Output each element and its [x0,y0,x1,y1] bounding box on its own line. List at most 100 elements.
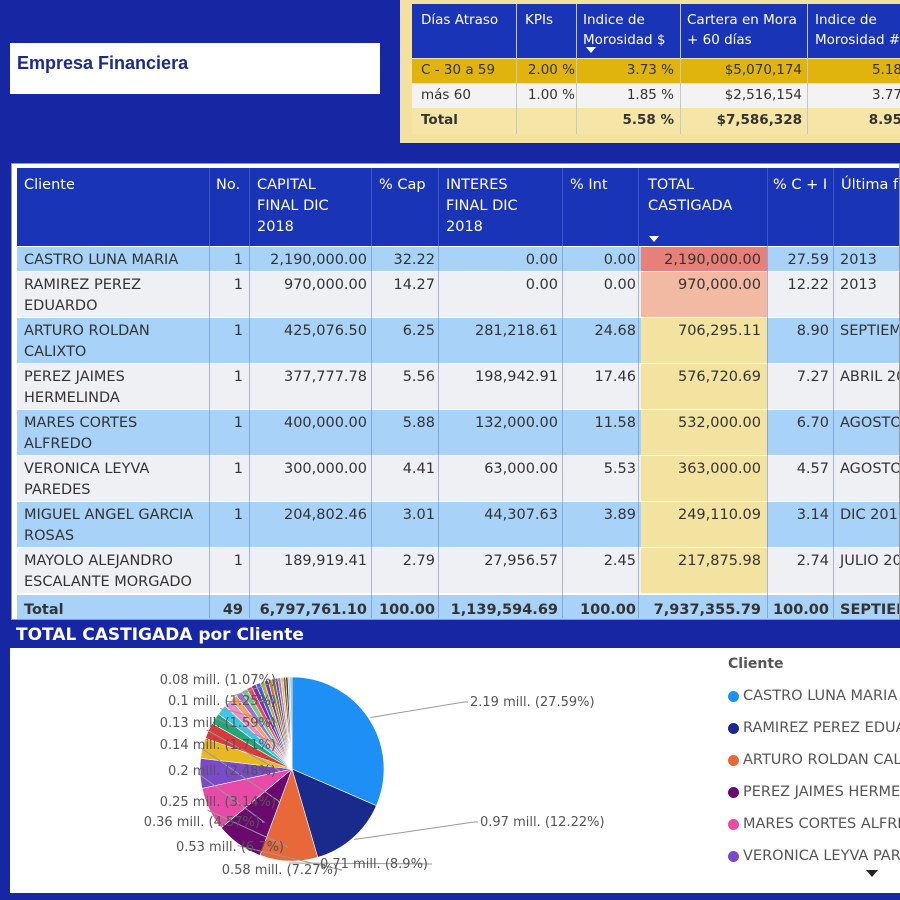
legend-item[interactable]: RAMIREZ PEREZ EDUARDO [728,712,900,744]
kpi-row: más 60 1.00 % 1.85 % $2,516,154 3.77 [412,84,900,108]
total-castigada-highlight [641,410,767,455]
cell-no: 1 [233,252,243,268]
cell-total-castigada: 532,000.00 [677,415,761,431]
cell-cliente: CASTRO LUNA MARIA [24,252,179,268]
cell-total-castigada: 970,000.00 [677,277,761,293]
legend-dot-icon [728,850,739,862]
column-divider [516,4,517,134]
cell-total-castigada: 217,875.98 [677,553,761,569]
legend-scroll-down-icon[interactable] [866,870,878,877]
pie-data-label: 0.97 mill. (12.22%) [480,815,605,830]
cell-pct-cap: 3.01 [402,507,435,523]
total-pct-int: 100.00 [580,602,636,618]
legend-dot-icon [728,818,739,830]
total-no: 49 [222,602,243,618]
kpi-header-indice-morosidad-pesos[interactable]: Indice de Morosidad $ [583,12,666,48]
kpi-total-label: Total [421,112,458,128]
cell-interes: 132,000.00 [474,415,558,431]
legend-dot-icon [728,690,739,702]
cell-interes: 27,956.57 [484,553,558,569]
pie-data-label: 0.14 mill. (1.71%) [160,738,276,753]
header-no[interactable]: No. [216,177,241,193]
pie-data-label: 0.08 mill. (1.07%) [160,673,276,688]
table-row[interactable]: CASTRO LUNA MARIA 1 2,190,000.00 32.22 0.00 0… [17,247,899,271]
legend-label: PEREZ JAIMES HERMELINDA [743,784,900,800]
legend-label: MARES CORTES ALFREDO [743,816,900,832]
header-total-castigada[interactable]: TOTAL CASTIGADA [648,177,733,214]
header-pct-int[interactable]: % Int [570,177,608,193]
header-ultima-fecha[interactable]: Última fe [841,177,899,193]
legend-item[interactable]: VERONICA LEYVA PAREDES [728,840,900,872]
legend-label: ARTURO ROLDAN CALIXTO [743,752,900,768]
chart-title: TOTAL CASTIGADA por Cliente [16,625,304,645]
legend[interactable]: Cliente CASTRO LUNA MARIA RAMIREZ PEREZ E… [728,656,900,872]
cell-pct-cap: 2.79 [402,553,435,569]
cell-pct-ci: 7.27 [796,369,829,385]
header-interes[interactable]: INTERES FINAL DIC 2018 [446,177,518,235]
cell-ultima-fecha: JULIO 20 [840,553,899,569]
pie-slice[interactable] [291,676,385,807]
header-pct-ci[interactable]: % C + I [773,177,828,193]
pie-label-leader [213,716,281,746]
header-pct-cap[interactable]: % Cap [379,177,426,193]
cell-pct-int: 3.89 [603,507,636,523]
kpi-header-indice-morosidad-numero[interactable]: Indice de Morosidad # [815,12,900,48]
legend-item[interactable]: MARES CORTES ALFREDO [728,808,900,840]
total-castigada-highlight [641,456,767,501]
cell-pct-cap: 32.22 [393,252,435,268]
sort-desc-icon[interactable] [586,47,596,53]
kpi-header-cartera-mora[interactable]: Cartera en Mora + 60 días [687,12,797,48]
table-row[interactable]: RAMIREZ PEREZ EDUARDO 1 970,000.00 14.27 0.0… [17,272,899,317]
table-row[interactable]: VERONICA LEYVA PAREDES 1 300,000.00 4.41 63,… [17,456,899,501]
cell-total-castigada: 576,720.69 [677,369,761,385]
pie-label-leader [288,862,433,865]
clientes-table[interactable]: Cliente No. CAPITAL FINAL DIC 2018 % Cap… [11,163,900,620]
legend-item[interactable]: ARTURO ROLDAN CALIXTO [728,744,900,776]
legend-item[interactable]: PEREZ JAIMES HERMELINDA [728,776,900,808]
pie-data-label: 0.13 mill. (1.59%) [160,716,276,731]
table-row[interactable]: PEREZ JAIMES HERMELINDA 1 377,777.78 5.56 19… [17,364,899,409]
cell-cliente: ARTURO ROLDAN CALIXTO [24,323,150,360]
cell-interes: 0.00 [525,277,558,293]
kpi-header-kpis[interactable]: KPIs [525,12,554,28]
pie-slice[interactable] [289,676,293,770]
header-capital[interactable]: CAPITAL FINAL DIC 2018 [257,177,329,235]
cell-total-castigada: 2,190,000.00 [664,252,761,268]
kpi-table[interactable]: Días Atraso KPIs Indice de Morosidad $ C… [400,0,900,143]
kpi-header-dias-atraso[interactable]: Días Atraso [421,12,499,28]
total-pct-cap: 100.00 [379,602,435,618]
kpi-cell: más 60 [421,87,471,103]
cell-cliente: MARES CORTES ALFREDO [24,415,138,452]
pie-data-label: 2.19 mill. (27.59%) [470,695,595,710]
pie-chart[interactable]: 2.19 mill. (27.59%) 0.97 mill. (12.22%) 0.… [10,648,728,893]
cell-cliente: RAMIREZ PEREZ EDUARDO [24,277,142,314]
cell-ultima-fecha: 2013 [840,252,877,268]
cell-pct-cap: 14.27 [393,277,435,293]
total-interes: 1,139,594.69 [450,602,558,618]
pie-slice[interactable] [291,768,377,858]
table-row[interactable]: MAYOLO ALEJANDRO ESCALANTE MORGADO 1 189,9… [17,548,899,593]
sort-desc-icon[interactable] [649,236,659,242]
header-cliente[interactable]: Cliente [24,177,75,193]
table-row[interactable]: ARTURO ROLDAN CALIXTO 1 425,076.50 6.25 281,… [17,318,899,363]
legend-dot-icon [728,754,739,766]
cell-pct-int: 17.46 [594,369,636,385]
cell-ultima-fecha: 2013 [840,277,877,293]
total-castigada-highlight [641,364,767,409]
pie-chart-panel[interactable]: 2.19 mill. (27.59%) 0.97 mill. (12.22%) 0.… [10,648,900,893]
kpi-cell: 1.00 % [527,87,575,103]
table-row[interactable]: MARES CORTES ALFREDO 1 400,000.00 5.88 132,0… [17,410,899,455]
column-divider [576,4,577,134]
kpi-cell: 3.77 [871,87,900,103]
kpi-total-cell: 5.58 % [622,112,674,128]
column-divider [562,168,563,618]
pie-data-label: 0.58 mill. (7.27%) [222,863,338,878]
kpi-total-cell: $7,586,328 [716,112,802,128]
legend-item[interactable]: CASTRO LUNA MARIA [728,680,900,712]
report-title: Empresa Financiera [17,53,189,73]
cell-capital: 2,190,000.00 [270,252,367,268]
cell-no: 1 [233,461,243,477]
pie-label-leader [200,747,282,803]
cell-pct-int: 2.45 [603,553,636,569]
table-row[interactable]: MIGUEL ANGEL GARCIA ROSAS 1 204,802.46 3.01… [17,502,899,547]
